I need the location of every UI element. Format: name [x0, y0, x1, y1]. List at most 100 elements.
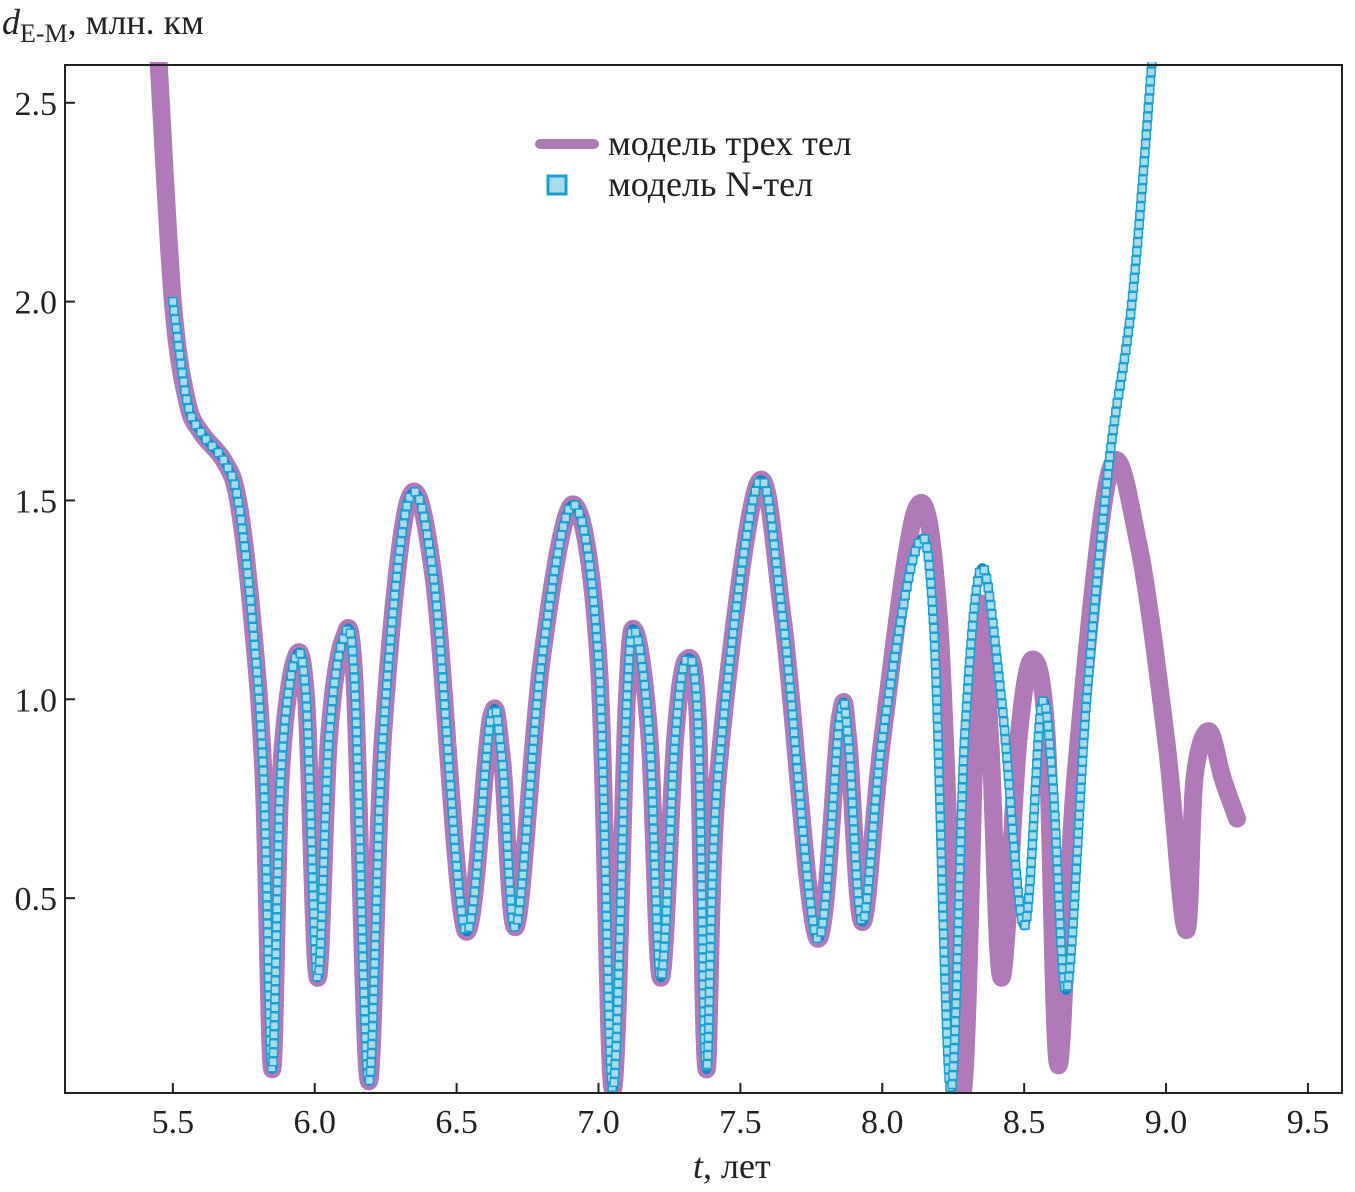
n-body-marker — [453, 879, 464, 889]
n-body-marker — [271, 958, 281, 968]
n-body-marker — [1055, 928, 1066, 938]
n-body-marker — [532, 690, 543, 701]
n-body-marker — [1087, 630, 1097, 641]
n-body-marker — [1090, 595, 1100, 605]
n-body-marker — [454, 888, 465, 898]
n-body-marker — [695, 818, 706, 828]
n-body-marker — [726, 646, 736, 657]
n-body-marker — [307, 855, 317, 865]
n-body-marker — [595, 686, 605, 697]
n-body-marker — [281, 706, 291, 716]
n-body-marker — [763, 495, 774, 505]
n-body-marker — [1093, 559, 1104, 569]
n-body-marker — [968, 612, 979, 622]
n-body-marker — [298, 666, 309, 676]
n-body-marker — [1009, 842, 1019, 852]
n-body-marker — [321, 776, 332, 787]
n-body-marker — [696, 881, 707, 891]
n-body-marker — [528, 744, 538, 755]
n-body-marker — [328, 687, 339, 697]
n-body-marker — [806, 907, 817, 917]
n-body-marker — [662, 879, 673, 889]
n-body-marker — [1050, 811, 1060, 821]
n-body-marker — [541, 619, 552, 629]
n-body-marker — [954, 881, 965, 892]
n-body-marker — [207, 441, 218, 451]
n-body-marker — [1072, 855, 1082, 865]
n-body-marker — [435, 637, 445, 647]
n-body-marker — [843, 735, 854, 745]
n-body-marker — [588, 587, 598, 598]
n-body-marker — [483, 734, 493, 745]
n-body-marker — [349, 664, 359, 674]
n-body-marker — [368, 1012, 378, 1023]
n-body-marker — [282, 697, 292, 707]
n-body-marker — [613, 996, 623, 1007]
n-body-marker — [1025, 866, 1036, 877]
n-body-marker — [352, 745, 362, 755]
n-body-marker — [1084, 657, 1095, 668]
n-body-marker — [482, 743, 492, 754]
n-body-marker — [821, 882, 832, 893]
n-body-marker — [723, 673, 733, 683]
n-body-marker — [601, 911, 612, 922]
n-body-marker — [251, 658, 261, 668]
n-body-marker — [378, 733, 388, 744]
n-body-marker — [1081, 702, 1091, 713]
n-body-marker — [1052, 856, 1062, 866]
n-body-marker — [299, 675, 310, 685]
n-body-marker — [1002, 752, 1012, 763]
n-body-marker — [446, 789, 456, 800]
n-body-marker — [305, 810, 316, 820]
n-body-marker — [704, 978, 715, 989]
n-body-marker — [1033, 740, 1043, 751]
n-body-marker — [955, 863, 965, 874]
n-body-marker — [711, 789, 722, 800]
n-body-marker — [1092, 577, 1102, 587]
n-body-marker — [703, 1041, 713, 1052]
n-body-marker — [935, 794, 945, 804]
n-body-marker — [249, 640, 260, 650]
n-body-marker — [1057, 954, 1067, 965]
n-body-marker — [283, 688, 294, 698]
n-body-marker — [929, 641, 940, 651]
n-body-marker — [394, 545, 405, 556]
n-body-marker — [936, 839, 946, 849]
n-body-marker — [992, 654, 1002, 664]
n-body-marker — [801, 862, 812, 872]
n-body-marker — [952, 953, 963, 964]
n-body-marker — [852, 879, 862, 889]
n-body-marker — [1027, 848, 1037, 859]
x-tick-label: 9.5 — [1287, 1104, 1330, 1141]
n-body-marker — [495, 742, 506, 753]
n-body-marker — [450, 843, 460, 854]
n-body-marker — [257, 739, 267, 749]
n-body-marker — [664, 843, 675, 853]
n-body-marker — [382, 680, 392, 690]
n-body-marker — [927, 596, 937, 607]
n-body-marker — [1067, 927, 1078, 937]
n-body-marker — [269, 1012, 280, 1022]
n-body-marker — [630, 627, 641, 637]
n-body-marker — [840, 708, 851, 718]
n-body-marker — [1103, 469, 1113, 480]
n-body-marker — [307, 873, 318, 883]
n-body-marker — [615, 915, 626, 926]
n-body-marker — [560, 513, 571, 523]
n-body-marker — [704, 987, 715, 998]
legend-label-n-body: модель N-тел — [608, 164, 813, 204]
n-body-marker — [939, 965, 950, 975]
n-body-marker — [570, 500, 580, 511]
n-body-marker — [651, 905, 662, 915]
n-body-marker — [881, 705, 892, 716]
n-body-marker — [1143, 103, 1154, 113]
n-body-marker — [623, 672, 633, 683]
n-body-marker — [651, 914, 662, 924]
n-body-marker — [615, 906, 626, 917]
n-body-marker — [867, 840, 877, 850]
n-body-marker — [970, 594, 980, 604]
n-body-marker — [1115, 380, 1125, 391]
n-body-marker — [1078, 738, 1089, 749]
n-body-marker — [668, 771, 678, 782]
n-body-marker — [423, 538, 434, 549]
